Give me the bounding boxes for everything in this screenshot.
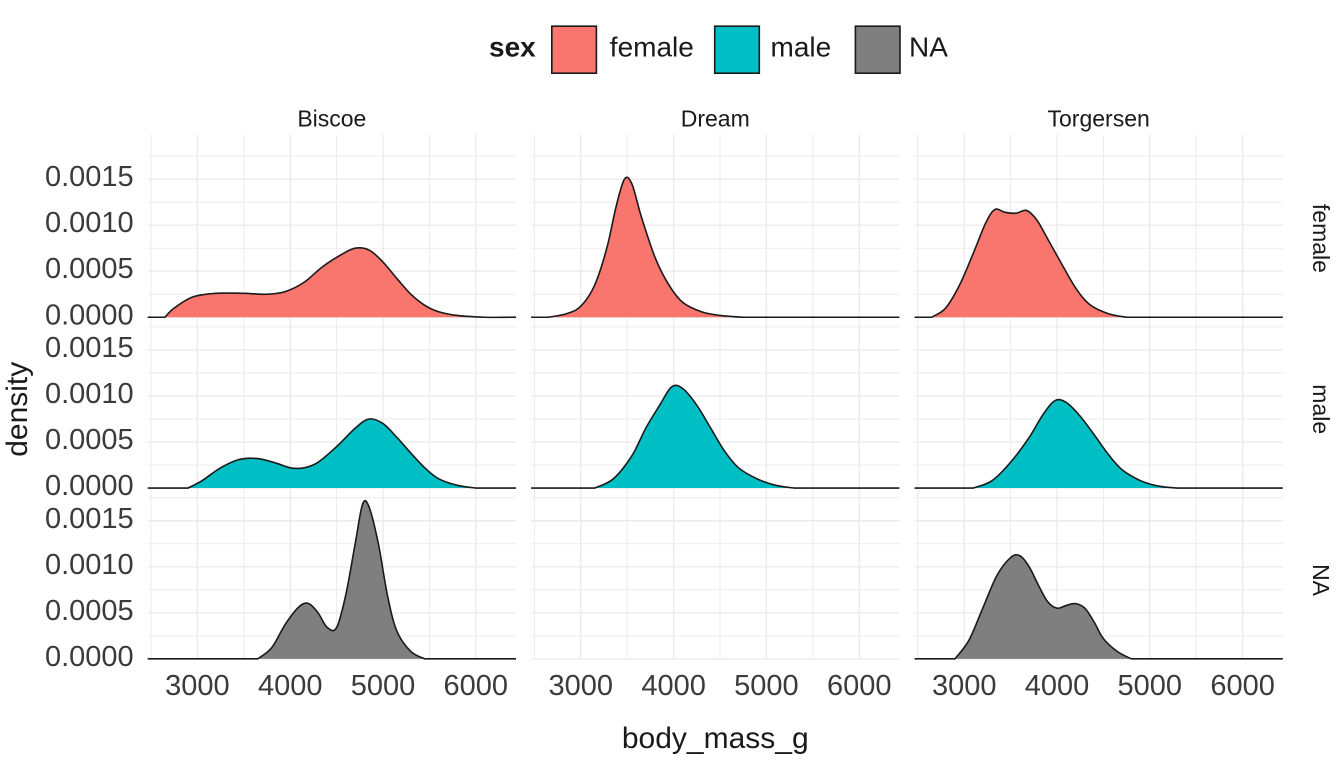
- svg-text:male: male: [771, 32, 832, 63]
- svg-text:NA: NA: [909, 32, 948, 63]
- svg-text:0.0005: 0.0005: [45, 595, 134, 627]
- svg-text:5000: 5000: [734, 670, 799, 702]
- svg-text:sex: sex: [489, 32, 536, 63]
- svg-text:0.0015: 0.0015: [45, 332, 134, 364]
- svg-text:0.0005: 0.0005: [45, 424, 134, 456]
- svg-text:NA: NA: [1308, 564, 1334, 597]
- svg-text:5000: 5000: [351, 670, 416, 702]
- svg-text:male: male: [1308, 384, 1334, 434]
- svg-text:0.0010: 0.0010: [45, 378, 134, 410]
- svg-text:3000: 3000: [549, 670, 614, 702]
- svg-text:4000: 4000: [1025, 670, 1090, 702]
- svg-text:body_mass_g: body_mass_g: [622, 722, 809, 755]
- svg-text:0.0000: 0.0000: [45, 299, 134, 331]
- svg-text:Torgersen: Torgersen: [1048, 106, 1150, 132]
- svg-text:6000: 6000: [1210, 670, 1275, 702]
- svg-text:6000: 6000: [444, 670, 509, 702]
- svg-text:female: female: [610, 32, 694, 63]
- svg-text:0.0005: 0.0005: [45, 253, 134, 285]
- svg-text:4000: 4000: [641, 670, 706, 702]
- svg-text:0.0000: 0.0000: [45, 641, 134, 673]
- svg-text:0.0010: 0.0010: [45, 549, 134, 581]
- svg-text:3000: 3000: [165, 670, 230, 702]
- svg-text:0.0000: 0.0000: [45, 470, 134, 502]
- svg-text:0.0015: 0.0015: [45, 503, 134, 535]
- svg-text:6000: 6000: [827, 670, 892, 702]
- svg-text:density: density: [1, 362, 34, 457]
- svg-text:0.0015: 0.0015: [45, 161, 134, 193]
- svg-text:3000: 3000: [932, 670, 997, 702]
- svg-text:5000: 5000: [1118, 670, 1183, 702]
- svg-text:female: female: [1308, 204, 1334, 273]
- svg-text:0.0010: 0.0010: [45, 207, 134, 239]
- svg-text:Dream: Dream: [681, 106, 750, 132]
- svg-text:4000: 4000: [258, 670, 323, 702]
- svg-text:Biscoe: Biscoe: [297, 106, 366, 132]
